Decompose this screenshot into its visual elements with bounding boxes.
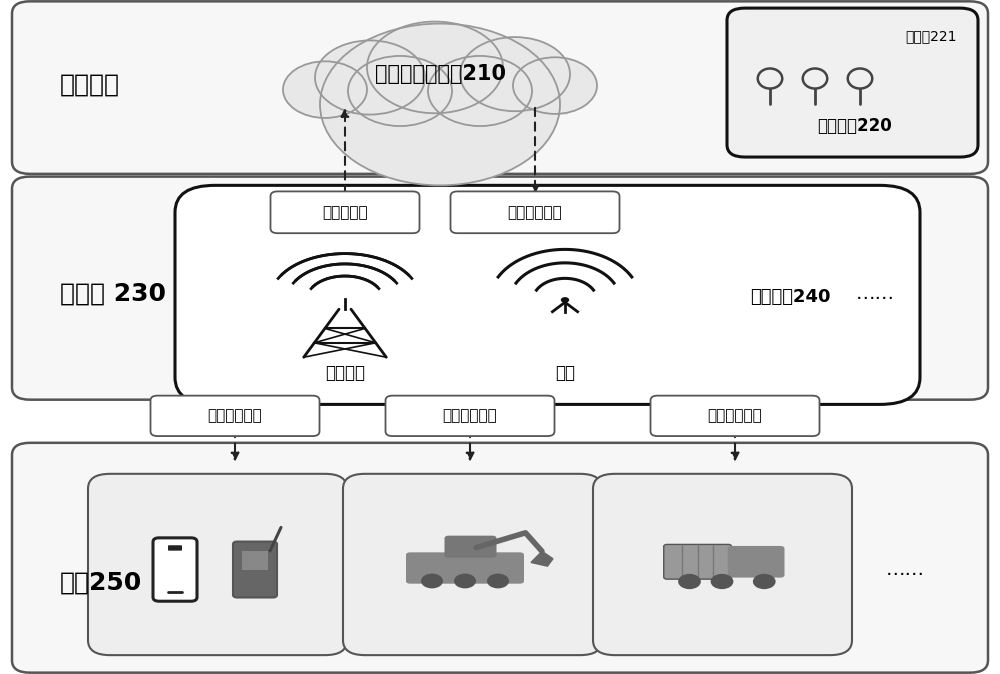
Circle shape xyxy=(428,56,532,126)
Circle shape xyxy=(711,574,733,589)
Text: 基准站221: 基准站221 xyxy=(905,30,956,43)
Circle shape xyxy=(320,24,560,185)
FancyBboxPatch shape xyxy=(727,8,978,157)
FancyBboxPatch shape xyxy=(12,177,988,400)
FancyBboxPatch shape xyxy=(444,536,496,558)
Polygon shape xyxy=(531,551,553,566)
Circle shape xyxy=(367,22,503,113)
Circle shape xyxy=(460,37,570,111)
Text: 高精度定位平台210: 高精度定位平台210 xyxy=(374,64,506,84)
Text: 服务平台: 服务平台 xyxy=(60,72,120,96)
FancyBboxPatch shape xyxy=(168,545,182,551)
Text: 通信单元240: 通信单元240 xyxy=(750,288,830,305)
FancyBboxPatch shape xyxy=(406,553,524,584)
Text: 辅助定位信息: 辅助定位信息 xyxy=(508,205,562,220)
Circle shape xyxy=(678,574,701,589)
Text: 通信基站: 通信基站 xyxy=(325,364,365,381)
Text: 电台: 电台 xyxy=(555,364,575,381)
Circle shape xyxy=(561,297,569,303)
Text: 辅助定位信息: 辅助定位信息 xyxy=(443,408,497,423)
FancyBboxPatch shape xyxy=(233,542,277,597)
Text: ……: …… xyxy=(856,284,895,303)
Circle shape xyxy=(421,574,443,588)
Circle shape xyxy=(753,574,776,589)
FancyBboxPatch shape xyxy=(270,191,420,233)
Text: 参考点 230: 参考点 230 xyxy=(60,281,166,305)
Text: 终端250: 终端250 xyxy=(60,571,142,595)
FancyBboxPatch shape xyxy=(664,545,731,579)
Ellipse shape xyxy=(758,69,782,88)
Ellipse shape xyxy=(803,69,827,88)
Circle shape xyxy=(283,61,367,118)
FancyBboxPatch shape xyxy=(312,88,568,115)
Text: 辅助定位信息: 辅助定位信息 xyxy=(708,408,762,423)
Circle shape xyxy=(348,56,452,126)
FancyBboxPatch shape xyxy=(650,396,820,436)
FancyBboxPatch shape xyxy=(450,191,620,233)
Text: 辅助定位信息: 辅助定位信息 xyxy=(208,408,262,423)
FancyBboxPatch shape xyxy=(343,474,602,655)
Text: 基准站网220: 基准站网220 xyxy=(818,117,892,135)
FancyBboxPatch shape xyxy=(12,443,988,673)
FancyBboxPatch shape xyxy=(150,396,320,436)
Ellipse shape xyxy=(848,69,872,88)
FancyBboxPatch shape xyxy=(88,474,347,655)
Text: 参考点位置: 参考点位置 xyxy=(322,205,368,220)
Circle shape xyxy=(454,574,476,588)
FancyBboxPatch shape xyxy=(385,396,554,436)
Circle shape xyxy=(315,40,425,115)
Text: ……: …… xyxy=(886,560,924,579)
FancyBboxPatch shape xyxy=(175,185,920,404)
FancyBboxPatch shape xyxy=(153,538,197,601)
FancyBboxPatch shape xyxy=(12,1,988,174)
FancyBboxPatch shape xyxy=(728,546,784,578)
FancyBboxPatch shape xyxy=(242,551,268,570)
Circle shape xyxy=(513,57,597,114)
FancyBboxPatch shape xyxy=(593,474,852,655)
Circle shape xyxy=(487,574,509,588)
